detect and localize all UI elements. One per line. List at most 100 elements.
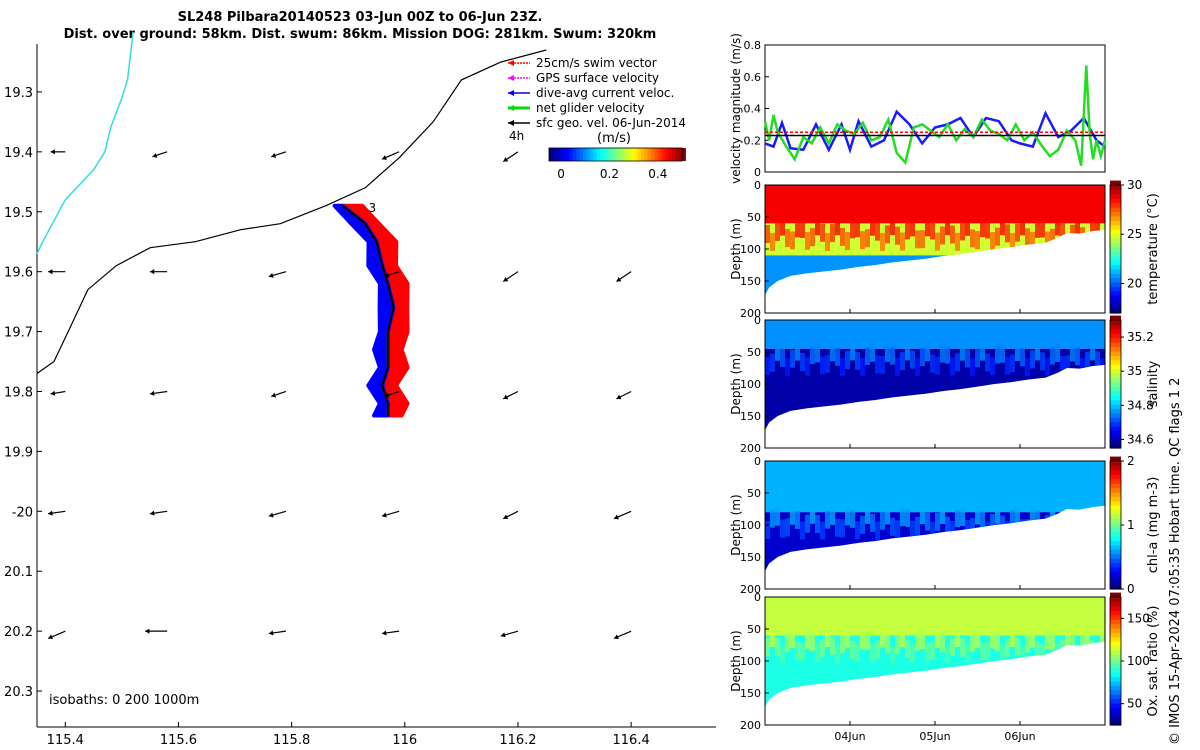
heatmap-stripe <box>925 218 930 237</box>
colorbar-segment <box>1110 328 1121 334</box>
heatmap-stripe <box>785 634 790 653</box>
heatmap-stripe <box>1060 223 1065 242</box>
colorbar-segment <box>678 148 683 161</box>
colorbar-segment <box>1110 562 1121 568</box>
heatmap-stripe <box>835 217 840 236</box>
heatmap-stripe <box>1090 220 1095 239</box>
heatmap-stripe <box>870 643 875 662</box>
heatmap-stripe <box>1085 351 1090 370</box>
legend-arrowhead <box>508 120 514 126</box>
colorbar-segment <box>654 148 659 161</box>
heatmap-stripe <box>765 357 770 376</box>
heatmap-stripe <box>875 222 880 241</box>
heatmap-stripe <box>830 506 835 525</box>
colorbar-tick-label: 35.2 <box>1127 330 1154 344</box>
map-x-tick-label: 116.2 <box>499 733 536 748</box>
heatmap-stripe <box>980 511 985 530</box>
heatmap-y-tick-label: 200 <box>740 442 761 455</box>
heatmap-stripe <box>1030 507 1035 526</box>
heatmap-stripe <box>845 629 850 648</box>
heatmap-stripe <box>800 642 805 661</box>
colorbar-segment <box>1110 456 1121 462</box>
colorbar-segment <box>1110 632 1121 638</box>
heatmap-stripe <box>855 521 860 540</box>
heatmap-stripe <box>945 217 950 236</box>
heatmap-stripe <box>935 512 940 531</box>
colorbar-segment <box>1110 505 1121 511</box>
colorbar-segment <box>596 148 601 161</box>
heatmap-layer <box>765 320 1105 349</box>
colorbar-tick-label: 25 <box>1127 227 1142 241</box>
colorbar-segment <box>1110 518 1121 524</box>
map-y-tick-label: 19.9 <box>4 445 33 460</box>
heatmap-stripe <box>960 342 965 361</box>
heatmap-stripe <box>1020 217 1025 236</box>
heatmap-stripe <box>1015 343 1020 362</box>
heatmap-stripe <box>765 521 770 540</box>
heatmap-stripe <box>890 517 895 536</box>
colorbar-tick-label: 0 <box>557 167 565 181</box>
heatmap-stripe <box>950 225 955 244</box>
colorbar-segment <box>1110 540 1121 546</box>
legend-entry: sfc geo. vel. 06-Jun-2014 <box>536 116 686 130</box>
heatmap-stripe <box>1045 357 1050 376</box>
colorbar-segment <box>1110 536 1121 542</box>
heatmap-stripe <box>815 514 820 533</box>
colorbar-segment <box>552 148 557 161</box>
heatmap-y-axis-label: Depth (m) <box>729 630 743 691</box>
colorbar-segment <box>1110 421 1121 427</box>
heatmap-stripe <box>880 629 885 648</box>
heatmap-stripe <box>1015 507 1020 526</box>
heatmap-stripe <box>780 519 785 538</box>
heatmap-stripe <box>805 357 810 376</box>
heatmap-stripe <box>905 342 910 361</box>
heatmap-stripe <box>805 630 810 649</box>
heatmap-stripe <box>930 521 935 540</box>
colorbar-segment <box>1110 189 1121 195</box>
heatmap-stripe <box>910 520 915 539</box>
heatmap-stripe <box>1040 219 1045 238</box>
heatmap-stripe <box>870 513 875 532</box>
geo-velocity-arrow <box>271 151 287 158</box>
heatmap-stripe <box>925 343 930 362</box>
arrow-head <box>381 512 387 518</box>
colorbar-segment <box>617 148 622 161</box>
heatmap-stripe <box>865 229 870 248</box>
heatmap-stripe <box>955 509 960 528</box>
heatmap-stripe <box>815 217 820 236</box>
colorbar-segment <box>661 148 666 161</box>
heatmap-stripe <box>890 644 895 663</box>
heatmap-stripe <box>930 221 935 240</box>
heatmap-stripe <box>1050 346 1055 365</box>
heatmap-stripe <box>865 631 870 650</box>
heatmap-stripe <box>890 217 895 236</box>
heatmap-stripe <box>780 644 785 663</box>
heatmap-stripe <box>880 355 885 374</box>
heatmap-stripe <box>820 521 825 540</box>
colorbar-segment <box>1110 233 1121 239</box>
legend-entry: 25cm/s swim vector <box>536 56 657 70</box>
colorbar-segment <box>1110 359 1121 365</box>
heatmap-y-tick-label: 150 <box>740 410 761 423</box>
heatmap-stripe <box>1050 632 1055 651</box>
arrow-head <box>381 630 387 636</box>
colorbar-segment <box>1110 381 1121 387</box>
arrow-head <box>503 276 509 282</box>
map-y-tick-label: 19.8 <box>4 385 33 400</box>
colorbar-segment <box>1110 443 1121 449</box>
geo-velocity-arrow <box>613 630 632 640</box>
heatmap-stripe <box>1050 505 1055 524</box>
heatmap-stripe <box>815 344 820 363</box>
heatmap-stripe <box>910 218 915 237</box>
arrow-head <box>500 632 506 638</box>
geo-velocity-arrow <box>271 390 287 398</box>
velocity-y-tick-label: 0 <box>754 166 761 179</box>
heatmap-stripe <box>1075 347 1080 366</box>
heatmap-stripe <box>1040 352 1045 371</box>
colorbar-segment <box>1110 597 1121 603</box>
arrow-head <box>271 392 277 398</box>
geo-velocity-arrow <box>48 510 66 516</box>
heatmap-y-axis-label: Depth (m) <box>729 218 743 279</box>
arrow-head <box>271 152 277 158</box>
colorbar-segment <box>1110 689 1121 695</box>
